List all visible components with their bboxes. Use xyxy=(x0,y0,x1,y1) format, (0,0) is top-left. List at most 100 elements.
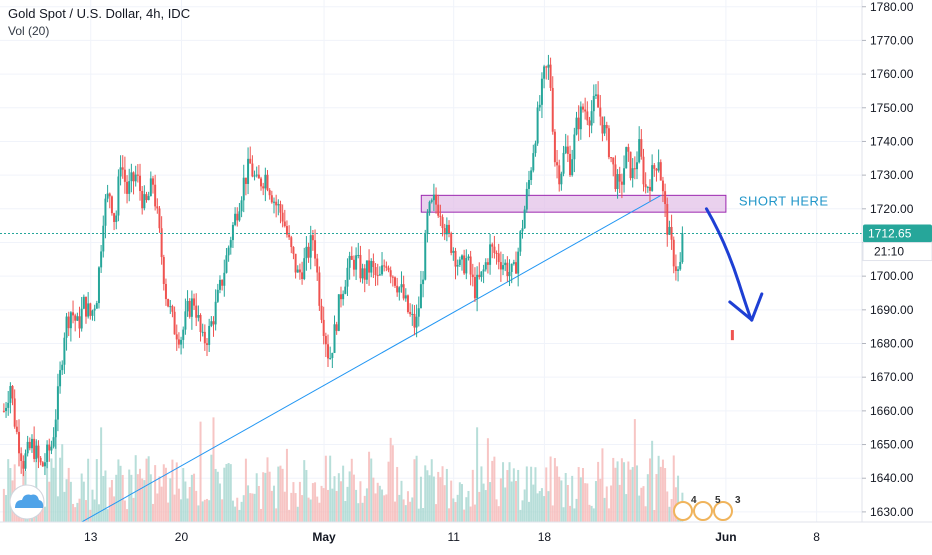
candle xyxy=(393,276,396,288)
candle xyxy=(655,167,658,182)
volume-bar xyxy=(197,505,200,522)
event-badge-count[interactable]: 4 xyxy=(691,495,697,506)
candle-body xyxy=(100,251,103,268)
volume-bar xyxy=(614,467,617,522)
candle-body xyxy=(391,276,394,278)
volume-bar xyxy=(52,467,55,522)
candle xyxy=(581,103,584,113)
candle xyxy=(627,143,630,162)
candle xyxy=(288,225,291,240)
candle-body xyxy=(424,233,427,280)
volume-bar xyxy=(244,458,247,522)
candle xyxy=(476,266,479,312)
volume-bar xyxy=(400,480,403,522)
candle-body xyxy=(132,172,135,182)
volume-bar xyxy=(331,488,334,522)
candle-body xyxy=(534,143,537,154)
candle-body xyxy=(307,246,310,258)
candle xyxy=(454,247,457,280)
price-tick-label: 1660.00 xyxy=(870,404,914,418)
volume-bar xyxy=(370,458,373,522)
volume-bar xyxy=(89,509,92,522)
volume-bar xyxy=(175,462,178,522)
candle xyxy=(236,207,239,227)
candle-body xyxy=(164,283,167,300)
candle-body xyxy=(644,184,647,188)
candle-body xyxy=(147,196,150,201)
symbol-title[interactable]: Gold Spot / U.S. Dollar, 4h, IDC xyxy=(8,6,191,21)
candle-body xyxy=(588,120,591,126)
annotation-text[interactable]: SHORT HERE xyxy=(739,193,829,208)
forecast-arrow[interactable] xyxy=(704,207,764,322)
candle-body xyxy=(236,213,239,221)
candle-body xyxy=(78,316,81,329)
event-badge-count[interactable]: 3 xyxy=(735,495,741,506)
candle-body xyxy=(11,386,14,399)
candle-body xyxy=(322,319,325,336)
candle-body xyxy=(119,167,122,177)
candle-body xyxy=(590,111,593,126)
candle-body xyxy=(432,194,435,201)
candle-body xyxy=(93,308,96,311)
volume-bar xyxy=(346,486,349,522)
candle-body xyxy=(553,131,556,163)
candle xyxy=(610,157,613,163)
candle xyxy=(391,275,394,287)
candle xyxy=(225,247,228,274)
volume-bar xyxy=(428,475,431,522)
trendline[interactable] xyxy=(51,194,662,540)
candle xyxy=(15,420,18,435)
candle-body xyxy=(359,254,362,279)
candle xyxy=(227,245,230,262)
candle xyxy=(123,156,126,194)
candle-body xyxy=(556,162,559,166)
candle-body xyxy=(527,180,530,189)
candle xyxy=(339,286,342,308)
volume-bar xyxy=(659,466,662,522)
candle-body xyxy=(327,344,330,359)
resistance-zone[interactable] xyxy=(420,194,727,213)
annotation[interactable]: SHORT HERE xyxy=(739,193,829,208)
candle-body xyxy=(264,174,267,189)
candle xyxy=(279,200,282,224)
candle xyxy=(672,236,675,274)
candle-body xyxy=(601,116,604,134)
event-badges[interactable]: 4 5 3 xyxy=(673,495,741,521)
chart-legend[interactable]: Gold Spot / U.S. Dollar, 4h, IDC Vol (20… xyxy=(8,6,190,38)
tradingview-cloud-logo-icon[interactable] xyxy=(9,484,45,520)
last-price-badge xyxy=(863,224,932,243)
event-badge-count[interactable]: 5 xyxy=(715,495,721,506)
candle xyxy=(303,247,306,281)
candle xyxy=(448,220,451,238)
candle-body xyxy=(272,201,275,203)
candle-body xyxy=(56,386,59,420)
indicator-label[interactable]: Vol (20) xyxy=(8,24,50,38)
candle xyxy=(519,229,522,256)
candle xyxy=(553,129,556,167)
price-tick-label: 1690.00 xyxy=(870,303,914,317)
trendline-segment xyxy=(51,194,662,540)
volume-bar xyxy=(677,475,680,522)
volume-bar xyxy=(536,493,539,522)
candle xyxy=(400,271,403,293)
candle-body xyxy=(214,301,217,325)
volume-bar xyxy=(579,477,582,522)
candle-body xyxy=(324,335,327,345)
candle xyxy=(530,167,533,186)
price-axis[interactable]: 1630.00 1640.00 1650.00 1660.00 1670.00 1680.… xyxy=(861,0,932,550)
candle xyxy=(601,116,604,142)
volume-bar xyxy=(113,496,116,522)
candle xyxy=(512,259,515,266)
volume-bar xyxy=(65,479,68,522)
candle xyxy=(350,246,353,261)
candle xyxy=(521,219,524,239)
candle-body xyxy=(298,269,301,273)
candle-body xyxy=(154,184,157,207)
time-axis[interactable]: 13 20 May 11 18 Jun 8 xyxy=(0,521,932,550)
candle xyxy=(113,212,116,231)
candle-body xyxy=(110,196,113,214)
candle-body xyxy=(13,398,16,427)
candle-body xyxy=(666,204,669,235)
